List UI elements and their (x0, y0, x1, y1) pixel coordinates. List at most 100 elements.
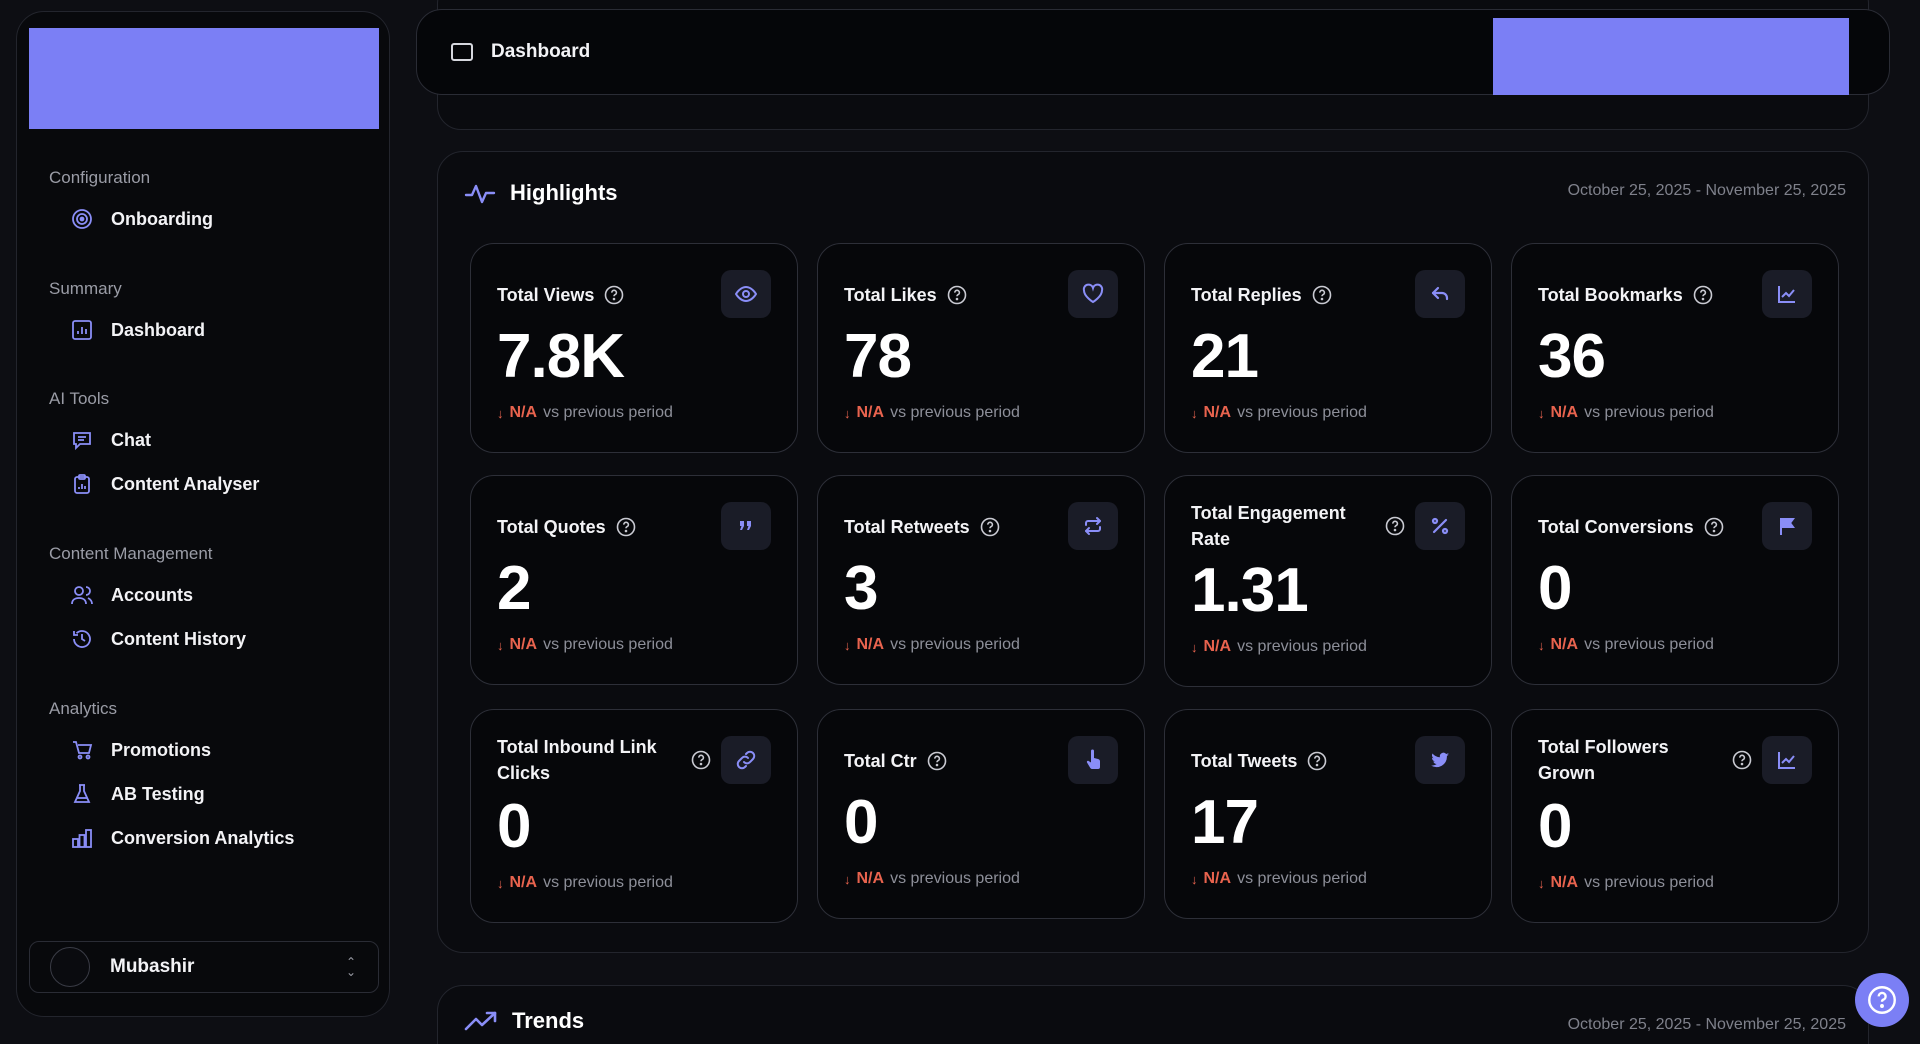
metric-title: Total Followers Grown (1538, 737, 1669, 783)
metric-value: 3 (844, 554, 878, 623)
metric-card-total-quotes: Total Quotes 2 ↓ N/A vs previous period (470, 475, 798, 685)
chat-icon (71, 429, 93, 451)
metric-value: 0 (1538, 554, 1572, 623)
metric-title: Total Replies (1191, 285, 1302, 305)
arrow-down-icon: ↓ (1538, 405, 1545, 421)
sidebar-item-promotions[interactable]: Promotions (49, 728, 369, 772)
metric-card-total-tweets: Total Tweets 17 ↓ N/A vs previous period (1164, 709, 1492, 919)
comparison-text: vs previous period (1584, 874, 1714, 891)
help-icon[interactable] (616, 517, 636, 537)
eye-icon[interactable] (721, 270, 771, 318)
retweet-icon[interactable] (1068, 502, 1118, 550)
comparison-text: vs previous period (543, 404, 673, 421)
metric-comparison: ↓ N/A vs previous period (844, 404, 1020, 422)
quote-icon[interactable] (721, 502, 771, 550)
help-icon[interactable] (1307, 751, 1327, 771)
page-title: Dashboard (491, 41, 591, 62)
help-icon[interactable] (604, 285, 624, 305)
section-summary: Summary Dashboard (49, 278, 369, 352)
metric-comparison: ↓ N/A vs previous period (1191, 870, 1367, 888)
help-icon (1868, 986, 1896, 1014)
sidebar-toggle-icon[interactable] (451, 43, 473, 61)
metric-value: 17 (1191, 788, 1259, 857)
link-icon[interactable] (721, 736, 771, 784)
sidebar-item-dashboard[interactable]: Dashboard (49, 308, 369, 352)
top-header: Dashboard (416, 9, 1890, 95)
sidebar-item-content-analyser[interactable]: Content Analyser (49, 462, 369, 506)
arrow-down-icon: ↓ (1191, 871, 1198, 887)
sidebar-item-label: Onboarding (111, 208, 213, 229)
help-icon[interactable] (691, 750, 711, 770)
comparison-na: N/A (509, 874, 538, 891)
sidebar-item-label: Chat (111, 429, 151, 450)
metric-card-total-conversions: Total Conversions 0 ↓ N/A vs previous peri… (1511, 475, 1839, 685)
twitter-icon[interactable] (1415, 736, 1465, 784)
help-button[interactable] (1855, 973, 1909, 1027)
bar-chart-icon (71, 319, 93, 341)
arrow-down-icon: ↓ (1191, 639, 1198, 655)
help-icon[interactable] (1732, 750, 1752, 770)
flag-icon[interactable] (1762, 502, 1812, 550)
metric-title: Total Likes (844, 285, 937, 305)
help-icon[interactable] (1385, 516, 1405, 536)
comparison-text: vs previous period (1237, 638, 1367, 655)
metric-comparison: ↓ N/A vs previous period (497, 874, 673, 892)
trend-chart-icon[interactable] (1762, 736, 1812, 784)
metric-title: Total Quotes (497, 517, 606, 537)
section-label: Analytics (49, 699, 118, 718)
metric-title: Total Views (497, 285, 595, 305)
cart-icon (71, 739, 93, 761)
metric-title: Total Retweets (844, 517, 970, 537)
trend-chart-icon[interactable] (1762, 270, 1812, 318)
header-action-placeholder[interactable] (1493, 18, 1849, 95)
comparison-na: N/A (509, 404, 538, 421)
reply-icon[interactable] (1415, 270, 1465, 318)
metric-card-total-replies: Total Replies 21 ↓ N/A vs previous period (1164, 243, 1492, 453)
metric-comparison: ↓ N/A vs previous period (1538, 404, 1714, 422)
activity-icon (464, 184, 496, 204)
metric-title: Total Engagement Rate (1191, 503, 1346, 549)
logo-placeholder[interactable] (29, 28, 379, 129)
sidebar-item-ab-testing[interactable]: AB Testing (49, 772, 369, 816)
section-ai-tools: AI Tools Chat Content Analyser (49, 388, 369, 506)
sidebar-item-onboarding[interactable]: Onboarding (49, 197, 369, 241)
percent-icon[interactable] (1415, 502, 1465, 550)
section-label: Configuration (49, 168, 151, 187)
trends-header: Trends (464, 1008, 584, 1034)
metric-value: 1.31 (1191, 556, 1309, 625)
sidebar-item-accounts[interactable]: Accounts (49, 573, 369, 617)
history-icon (71, 628, 93, 650)
help-icon[interactable] (947, 285, 967, 305)
section-label: Content Management (49, 544, 213, 563)
help-icon[interactable] (1693, 285, 1713, 305)
sidebar-item-chat[interactable]: Chat (49, 418, 369, 462)
help-icon[interactable] (1704, 517, 1724, 537)
arrow-down-icon: ↓ (1538, 637, 1545, 653)
users-icon (71, 584, 93, 606)
metric-title: Total Bookmarks (1538, 285, 1683, 305)
sidebar-item-conversion-analytics[interactable]: Conversion Analytics (49, 816, 369, 860)
trends-date-range: October 25, 2025 - November 25, 2025 (1567, 1016, 1846, 1033)
comparison-text: vs previous period (1237, 870, 1367, 887)
metric-value: 2 (497, 554, 531, 623)
metric-card-total-followers-grown: Total Followers Grown 0 ↓ N/A vs previous … (1511, 709, 1839, 923)
metric-value: 36 (1538, 322, 1606, 391)
user-menu[interactable]: Mubashir ⌃ ⌄ (29, 941, 379, 993)
comparison-text: vs previous period (890, 404, 1020, 421)
highlights-panel: Highlights October 25, 2025 - November 2… (437, 151, 1869, 953)
comparison-na: N/A (1550, 874, 1579, 891)
heart-icon[interactable] (1068, 270, 1118, 318)
sidebar: Configuration Onboarding Summary Dashboa… (16, 11, 390, 1017)
pointer-icon[interactable] (1068, 736, 1118, 784)
metric-comparison: ↓ N/A vs previous period (1538, 874, 1714, 892)
help-icon[interactable] (980, 517, 1000, 537)
metric-value: 7.8K (497, 322, 625, 391)
section-label: Summary (49, 279, 122, 298)
metric-value: 0 (1538, 792, 1572, 861)
help-icon[interactable] (927, 751, 947, 771)
sidebar-item-content-history[interactable]: Content History (49, 617, 369, 661)
arrow-down-icon: ↓ (844, 405, 851, 421)
help-icon[interactable] (1312, 285, 1332, 305)
metric-title: Total Conversions (1538, 517, 1694, 537)
metric-value: 0 (844, 788, 878, 857)
